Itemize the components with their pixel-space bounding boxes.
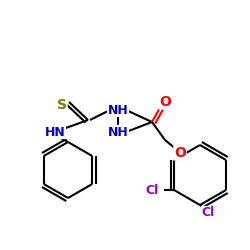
Text: Cl: Cl bbox=[202, 206, 214, 220]
Text: NH: NH bbox=[108, 104, 128, 117]
Text: HN: HN bbox=[44, 126, 66, 138]
Text: Cl: Cl bbox=[146, 184, 159, 196]
Text: O: O bbox=[174, 146, 186, 160]
Text: O: O bbox=[159, 95, 171, 109]
Text: S: S bbox=[57, 98, 67, 112]
Text: NH: NH bbox=[108, 126, 128, 138]
